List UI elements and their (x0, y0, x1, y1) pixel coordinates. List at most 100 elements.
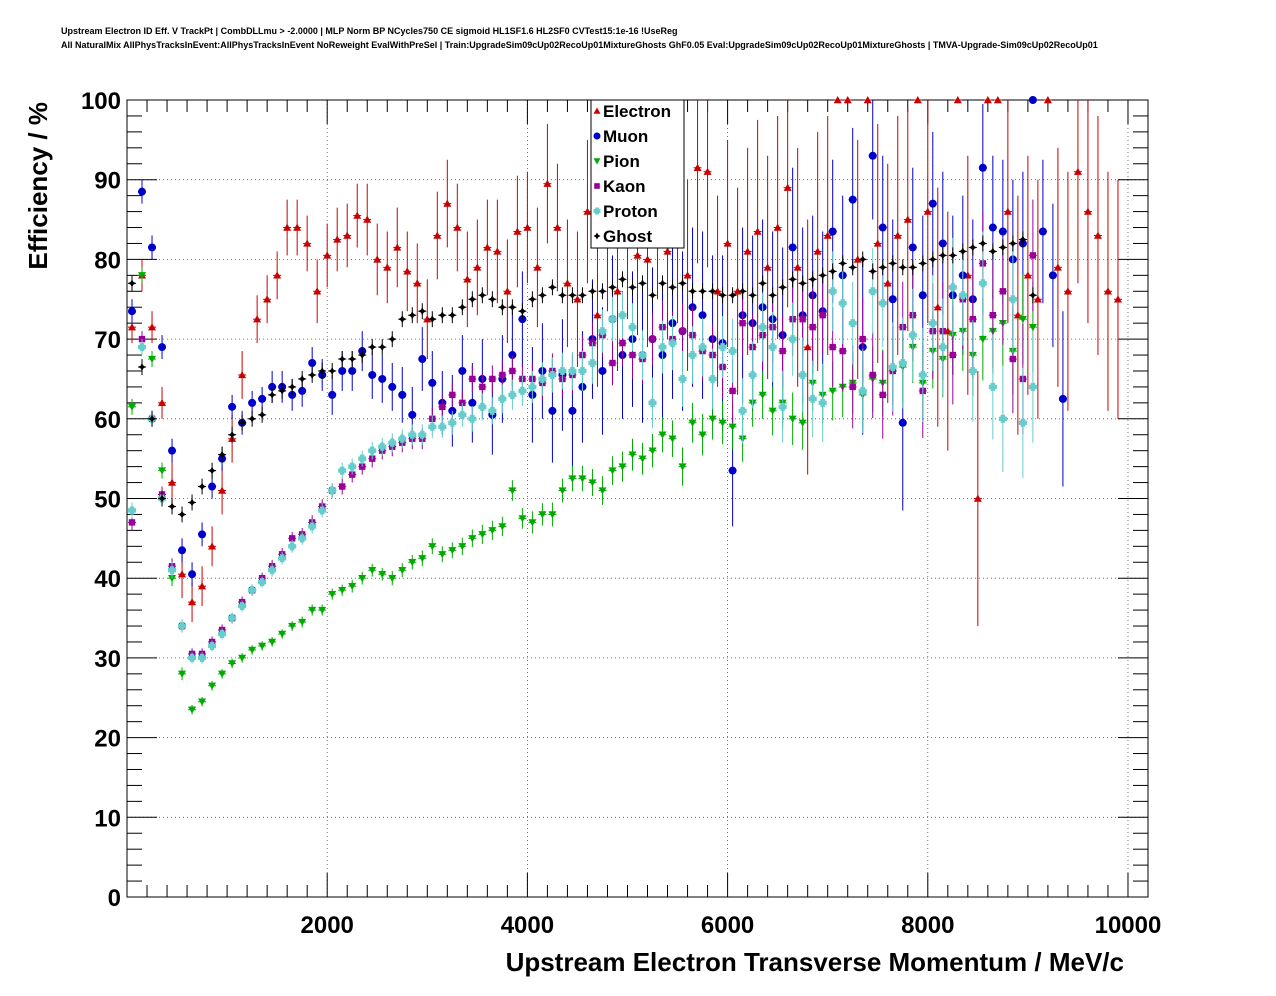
proton-point (688, 351, 697, 360)
kaon-point (609, 359, 616, 367)
electron-point (583, 207, 592, 215)
kaon-point (469, 375, 476, 383)
ghost-point (528, 295, 537, 304)
electron-point (563, 279, 572, 287)
ghost-point (818, 271, 827, 280)
pion-point (588, 479, 597, 487)
kaon-point (138, 335, 146, 343)
proton-point (988, 382, 997, 391)
electron-point (543, 179, 552, 187)
proton-point (788, 335, 797, 344)
kaon-point (879, 391, 886, 399)
proton-point (508, 390, 517, 399)
kaon-point (1029, 252, 1037, 259)
ghost-point (398, 315, 407, 324)
pion-point (318, 606, 327, 615)
electron-point (373, 255, 382, 263)
pion-point (678, 463, 687, 471)
kaon-point (339, 483, 346, 490)
proton-point (998, 414, 1007, 423)
ghost-point (698, 287, 707, 296)
proton-point (358, 454, 367, 463)
electron-point (513, 227, 522, 235)
electron-point (903, 215, 912, 223)
proton-point (378, 442, 387, 451)
pion-point (398, 567, 407, 575)
kaon-point (989, 311, 997, 319)
pion-point (618, 463, 627, 471)
kaon-point (859, 335, 866, 343)
electron-point (198, 582, 207, 590)
muon-point (938, 239, 947, 248)
proton-point (288, 542, 297, 551)
proton-point (388, 438, 397, 447)
ghost-point (778, 283, 787, 292)
ghost-point (448, 311, 457, 320)
electron-point (573, 295, 582, 303)
y-tick-label: 20 (94, 726, 121, 753)
muon-point (1038, 227, 1047, 236)
pion-point (688, 419, 697, 427)
x-axis-title: Upstream Electron Transverse Momentum / … (506, 947, 1124, 977)
legend-label-proton: Proton (603, 202, 658, 221)
pion-point (628, 451, 637, 459)
pion-point (658, 431, 667, 439)
electron-point (523, 223, 532, 231)
proton-point (538, 374, 547, 383)
ghost-point (838, 259, 847, 268)
proton-point (448, 418, 457, 427)
muon-point (728, 466, 737, 475)
pion-point (708, 415, 717, 423)
pion-point (258, 642, 267, 650)
kaon-point (829, 343, 836, 351)
electron-point (1063, 287, 1072, 295)
pion-point (698, 431, 707, 439)
kaon-point (1009, 355, 1017, 363)
proton-point (338, 466, 347, 475)
ghost-point (278, 386, 287, 395)
legend-label-ghost: Ghost (603, 227, 652, 246)
electron-point (1103, 287, 1112, 295)
pion-point (568, 475, 577, 483)
proton-point (698, 343, 707, 352)
ghost-point (498, 303, 507, 312)
legend-label-electron: Electron (603, 102, 671, 121)
ghost-point (848, 263, 857, 272)
pion-point (128, 403, 137, 411)
ghost-point (598, 287, 607, 296)
proton-point (1008, 295, 1017, 304)
electron-point (813, 247, 822, 255)
pion-point (608, 467, 617, 475)
muon-point (1028, 96, 1037, 104)
legend-marker-kaon (594, 183, 600, 189)
electron-point (693, 163, 702, 171)
proton-point (898, 359, 907, 368)
proton-point (758, 323, 767, 332)
proton-point (768, 343, 777, 352)
electron-point (853, 255, 862, 263)
ghost-point (988, 247, 997, 256)
ghost-point (468, 295, 477, 304)
electron-point (533, 263, 542, 271)
electron-point (873, 239, 882, 247)
pion-point (348, 582, 357, 591)
electron-point (733, 287, 742, 295)
proton-point (408, 430, 417, 439)
proton-point (908, 331, 917, 340)
proton-point (458, 410, 467, 419)
ghost-point (948, 251, 957, 260)
electron-point (1053, 263, 1062, 271)
legend: Electron Muon Pion Kaon Proton Ghost (590, 99, 685, 249)
electron-point (423, 315, 432, 323)
pion-point (668, 435, 677, 443)
muon-point (508, 351, 517, 360)
ghost-point (918, 259, 927, 268)
ghost-point (348, 355, 357, 364)
ghost-point (978, 239, 987, 248)
kaon-point (849, 383, 856, 391)
muon-point (868, 151, 877, 160)
electron-point (1023, 271, 1032, 279)
electron-point (393, 243, 402, 251)
electron-point (178, 570, 187, 578)
proton-point (208, 641, 217, 650)
